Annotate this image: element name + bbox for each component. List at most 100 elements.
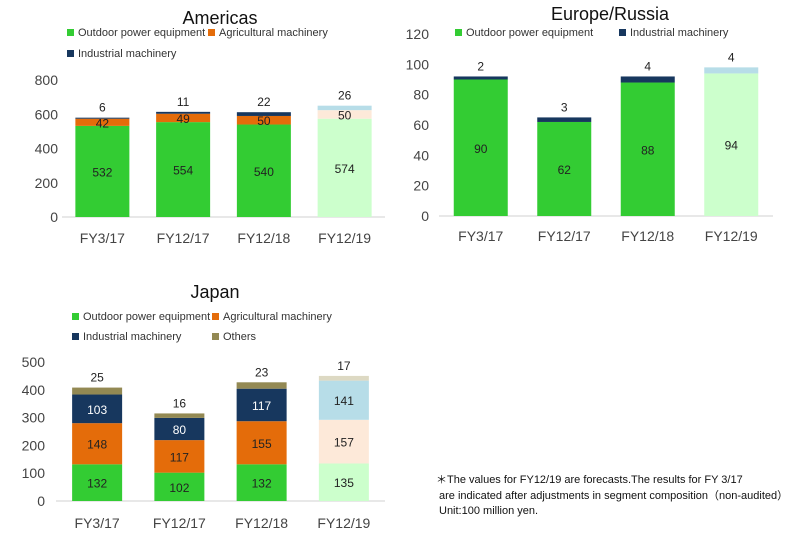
bar-agricultural-machinery-fy12-19 — [317, 110, 372, 119]
chart-title: Americas — [182, 8, 257, 28]
forecast-note: ＊The values for FY12/19 are forecasts.Th… — [436, 473, 786, 520]
y-tick-label: 0 — [421, 208, 429, 224]
legend-swatch-outdoor-power-equipment — [455, 29, 462, 36]
y-tick-label: 500 — [22, 354, 46, 370]
bar-outdoor-power-equipment-fy12-19 — [704, 73, 759, 216]
y-tick-label: 100 — [406, 56, 430, 72]
x-tick-label: FY3/17 — [80, 230, 125, 246]
bar-outdoor-power-equipment-fy12-17 — [154, 472, 205, 501]
note-line-3: Unit:100 million yen. — [439, 505, 539, 517]
y-tick-label: 800 — [35, 72, 59, 88]
data-label-outdoor-power-equipment-fy12-18: 132 — [252, 477, 272, 491]
x-tick-label: FY12/18 — [237, 230, 290, 246]
chart-title: Japan — [190, 282, 239, 302]
data-label-industrial-machinery-fy12-19: 4 — [728, 50, 735, 64]
japan-chart: Japan Outdoor power equipment Agricultural… — [0, 270, 392, 534]
legend-swatch-agricultural-machinery — [208, 29, 215, 36]
bar-outdoor-power-equipment-fy3-17 — [75, 125, 130, 217]
data-label-others-fy12-18: 23 — [255, 365, 269, 379]
bar-industrial-machinery-fy3-17 — [72, 394, 123, 424]
legend-label-agricultural-machinery: Agricultural machinery — [219, 27, 328, 39]
bar-outdoor-power-equipment-fy12-19 — [318, 463, 369, 501]
data-label-industrial-machinery-fy12-19: 26 — [338, 89, 352, 103]
bar-industrial-machinery-fy12-17 — [156, 111, 211, 114]
y-tick-label: 0 — [37, 493, 45, 509]
chart-title: Europe/Russia — [551, 4, 670, 24]
legend-label-others: Others — [223, 331, 257, 343]
y-tick-label: 300 — [22, 410, 46, 426]
data-label-outdoor-power-equipment-fy12-18: 540 — [254, 165, 274, 179]
legend-label-industrial-machinery: Industrial machinery — [78, 48, 177, 60]
bar-others-fy12-19 — [318, 375, 369, 381]
bar-industrial-machinery-fy3-17 — [453, 76, 508, 80]
y-tick-label: 400 — [22, 382, 46, 398]
data-label-agricultural-machinery-fy3-17: 42 — [96, 116, 110, 130]
x-tick-label: FY12/19 — [705, 228, 758, 244]
data-label-industrial-machinery-fy12-17: 11 — [177, 95, 190, 109]
data-label-industrial-machinery-fy3-17: 103 — [87, 403, 107, 417]
legend-label-industrial-machinery: Industrial machinery — [630, 27, 729, 39]
data-label-agricultural-machinery-fy12-17: 117 — [170, 450, 189, 464]
europe-russia-chart: Europe/Russia Outdoor power equipment Indu… — [393, 0, 786, 270]
bar-outdoor-power-equipment-fy3-17 — [453, 79, 508, 216]
data-label-industrial-machinery-fy12-17: 80 — [173, 423, 187, 437]
y-tick-label: 120 — [406, 26, 430, 42]
bar-agricultural-machinery-fy12-19 — [318, 419, 369, 464]
y-tick-label: 100 — [22, 465, 46, 481]
chart-svg: Japan Outdoor power equipment Agricultural… — [22, 282, 385, 531]
data-label-outdoor-power-equipment-fy12-19: 94 — [725, 139, 739, 153]
chart-svg: Europe/Russia Outdoor power equipment Indu… — [406, 4, 773, 244]
y-tick-label: 60 — [413, 117, 429, 133]
legend-swatch-outdoor-power-equipment — [67, 29, 74, 36]
data-label-outdoor-power-equipment-fy12-19: 574 — [335, 162, 355, 176]
bar-outdoor-power-equipment-fy12-18 — [236, 464, 287, 501]
x-tick-label: FY3/17 — [458, 228, 503, 244]
legend-swatch-industrial-machinery — [67, 50, 74, 57]
data-label-outdoor-power-equipment-fy3-17: 132 — [87, 477, 107, 491]
y-tick-label: 20 — [413, 178, 429, 194]
legend-label-agricultural-machinery: Agricultural machinery — [223, 311, 332, 323]
y-tick-label: 80 — [413, 87, 429, 103]
legend-label-industrial-machinery: Industrial machinery — [83, 331, 182, 343]
bar-industrial-machinery-fy12-19 — [318, 380, 369, 420]
data-label-industrial-machinery-fy3-17: 2 — [477, 59, 484, 73]
bar-industrial-machinery-fy12-18 — [236, 388, 287, 422]
bar-agricultural-machinery-fy12-17 — [156, 113, 211, 123]
legend-label-outdoor-power-equipment: Outdoor power equipment — [78, 27, 205, 39]
note-line-2: are indicated after adjustments in segme… — [439, 489, 786, 502]
bar-agricultural-machinery-fy12-17 — [154, 440, 205, 473]
data-label-agricultural-machinery-fy3-17: 148 — [87, 438, 107, 452]
data-label-outdoor-power-equipment-fy3-17: 90 — [474, 142, 488, 156]
x-tick-label: FY12/17 — [157, 230, 210, 246]
bar-industrial-machinery-fy12-18 — [236, 112, 291, 116]
bar-agricultural-machinery-fy3-17 — [72, 423, 123, 465]
bar-outdoor-power-equipment-fy12-17 — [537, 121, 592, 216]
legend-swatch-industrial-machinery — [72, 333, 79, 340]
data-label-outdoor-power-equipment-fy3-17: 532 — [92, 165, 112, 179]
x-tick-label: FY12/19 — [317, 515, 370, 531]
bar-outdoor-power-equipment-fy12-18 — [620, 82, 675, 217]
data-label-industrial-machinery-fy12-18: 4 — [644, 59, 651, 73]
data-label-agricultural-machinery-fy12-18: 155 — [252, 437, 272, 451]
bar-industrial-machinery-fy12-19 — [704, 67, 759, 74]
data-label-agricultural-machinery-fy12-19: 50 — [338, 108, 352, 122]
x-tick-label: FY12/17 — [538, 228, 591, 244]
y-tick-label: 40 — [413, 147, 429, 163]
y-tick-label: 200 — [35, 175, 59, 191]
x-tick-label: FY12/19 — [318, 230, 371, 246]
bar-agricultural-machinery-fy12-18 — [236, 421, 287, 465]
legend-swatch-industrial-machinery — [619, 29, 626, 36]
data-label-outdoor-power-equipment-fy12-17: 554 — [173, 164, 193, 178]
data-label-others-fy3-17: 25 — [90, 371, 104, 385]
data-label-outdoor-power-equipment-fy12-18: 88 — [641, 143, 655, 157]
data-label-industrial-machinery-fy12-18: 22 — [257, 95, 271, 109]
bar-outdoor-power-equipment-fy3-17 — [72, 464, 123, 501]
data-label-industrial-machinery-fy12-18: 117 — [252, 399, 271, 413]
y-tick-label: 0 — [50, 209, 58, 225]
x-tick-label: FY3/17 — [75, 515, 120, 531]
legend-swatch-agricultural-machinery — [212, 313, 219, 320]
bar-industrial-machinery-fy12-17 — [537, 117, 592, 122]
data-label-outdoor-power-equipment-fy12-19: 135 — [334, 476, 354, 490]
data-label-agricultural-machinery-fy12-18: 50 — [257, 114, 271, 128]
